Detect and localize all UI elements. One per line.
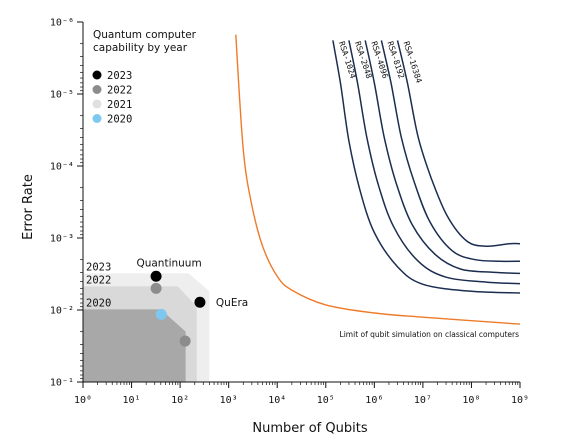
x-tick-label: 10⁶: [365, 395, 383, 406]
y-tick-label: 10⁻⁴: [50, 162, 74, 173]
y-tick-label: 10⁻⁶: [50, 18, 74, 29]
x-tick-label: 10⁸: [462, 395, 480, 406]
region-label-2023: 2023: [86, 261, 111, 273]
point-label-quantinuum: Quantinuum: [136, 257, 201, 269]
line-rsa-1024: [332, 40, 521, 294]
legend-title-line: capability by year: [93, 42, 188, 54]
x-tick-label: 10³: [220, 395, 238, 406]
x-tick-label: 10⁰: [74, 395, 92, 406]
classical-limit-line: [235, 34, 521, 325]
region-label-2020: 2020: [86, 297, 111, 309]
data-lines: RSA-1024RSA-2048RSA-4096RSA-8192RSA-1638…: [235, 34, 521, 325]
x-tick-label: 10⁴: [268, 395, 286, 406]
y-tick-label: 10⁻³: [50, 234, 74, 245]
legend-swatch-2023: [92, 70, 102, 80]
x-tick-label: 10⁹: [511, 395, 529, 406]
data-point-5: [155, 308, 167, 320]
label-rsa-16384: RSA-16384: [402, 40, 424, 84]
legend-label-2021: 2021: [107, 99, 132, 111]
legend-label-2022: 2022: [107, 85, 132, 97]
line-rsa-4096: [364, 40, 521, 275]
y-axis-title: Error Rate: [21, 174, 36, 240]
x-axis-title: Number of Qubits: [252, 421, 367, 436]
y-tick-label: 10⁻¹: [50, 378, 74, 389]
y-tick-label: 10⁻⁵: [50, 90, 74, 101]
legend-swatch-2020: [92, 114, 102, 123]
legend-label-2020: 2020: [107, 114, 132, 126]
line-rsa-8192: [380, 40, 521, 263]
x-tick-label: 10⁷: [414, 395, 432, 406]
region-label-2022: 2022: [86, 274, 111, 286]
data-point-1: [150, 270, 162, 282]
data-point-2: [194, 296, 206, 308]
y-tick-label: 10⁻²: [50, 306, 74, 317]
x-tick-label: 10²: [171, 395, 189, 406]
x-tick-label: 10¹: [123, 395, 141, 406]
axes: 10⁰ 10¹ 10² 10³ 10⁴ 10⁵ 10⁶ 10⁷ 10⁸ 10⁹ 10⁻⁶ 10⁻⁵ 10…: [50, 18, 529, 407]
legend-title-line: Quantum computer: [93, 29, 197, 41]
line-rsa-16384: [396, 40, 521, 248]
line-rsa-2048: [348, 40, 521, 285]
data-points: Quantinuum QuEra: [136, 257, 248, 347]
x-tick-label: 10⁵: [317, 395, 335, 406]
legend-swatch-2021: [92, 99, 102, 109]
legend-swatch-2022: [92, 85, 102, 94]
point-label-quera: QuEra: [216, 297, 248, 309]
data-point-3: [150, 282, 162, 294]
capability-region-2020: [83, 309, 186, 382]
data-point-4: [179, 335, 191, 347]
legend-label-2023: 2023: [107, 70, 132, 82]
classical-limit-label: Limit of qubit simulation on classical c…: [340, 330, 520, 339]
